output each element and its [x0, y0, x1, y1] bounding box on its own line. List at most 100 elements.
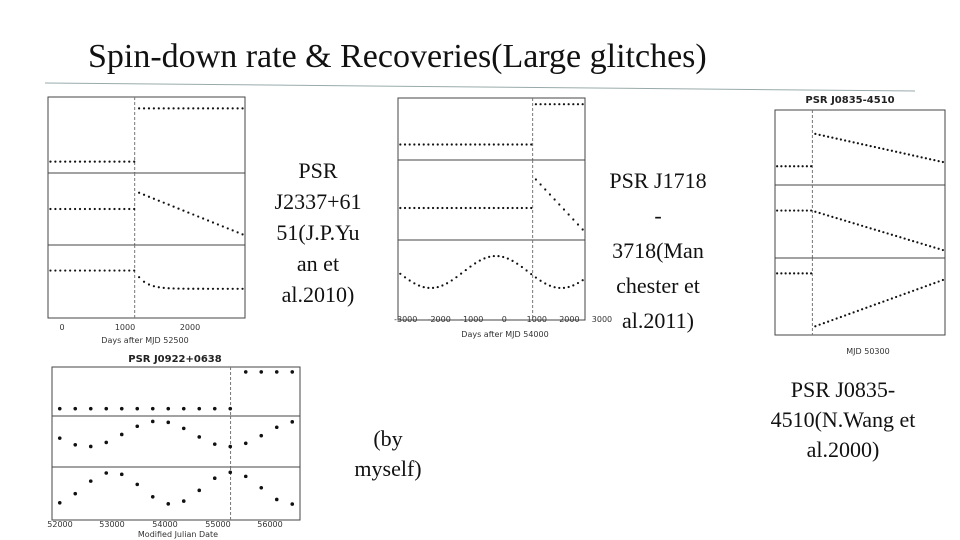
plot-dot	[167, 107, 170, 110]
plot-dot	[912, 154, 915, 157]
plot-dot	[108, 160, 111, 163]
plot-dot	[776, 272, 779, 275]
plot-dot	[103, 160, 106, 163]
x-axis-label: Days after MJD 52500	[101, 336, 188, 345]
plot-dot	[450, 279, 453, 282]
plot-panel	[774, 257, 946, 336]
plot-dot	[506, 257, 509, 260]
plot-dot	[581, 279, 584, 282]
plot-dot	[818, 211, 821, 215]
plot-dot	[831, 318, 834, 322]
plot-dot	[852, 222, 855, 225]
plot-dot	[445, 282, 449, 285]
plot-dot	[206, 107, 210, 110]
plot-dot	[236, 107, 239, 110]
x-tick-label: 2000	[180, 323, 200, 332]
plot-dot	[147, 195, 151, 198]
plot-dot	[784, 165, 787, 168]
plot-dot	[933, 159, 936, 162]
plot-dot	[581, 103, 584, 106]
plot-dot	[216, 107, 220, 110]
plot-dot	[417, 206, 421, 210]
plot-dot	[118, 269, 121, 272]
plot-dot	[497, 255, 500, 258]
plot-dot	[181, 499, 186, 503]
plot-dot	[413, 282, 416, 285]
plot-dot	[78, 269, 82, 272]
plot-dot	[274, 370, 279, 374]
plot-dot	[98, 207, 101, 211]
plot-dot	[197, 287, 200, 290]
plot-dot	[831, 215, 834, 218]
plot-dot	[73, 160, 77, 163]
plot-dot	[259, 370, 264, 374]
plot-dot	[427, 286, 430, 290]
caption-line: chester et	[616, 273, 700, 298]
plot-dot	[516, 206, 519, 210]
plot-dot	[567, 103, 570, 106]
plot-dot	[57, 501, 62, 505]
plot-dot	[937, 159, 940, 163]
plot-panel	[397, 97, 586, 161]
plot-dot	[539, 103, 542, 106]
plot-dot	[941, 248, 944, 252]
plot-dot	[873, 228, 876, 231]
plot-dot	[98, 269, 101, 272]
plot-dot	[83, 269, 87, 272]
plot-dot	[530, 143, 533, 146]
plot-dot	[478, 206, 481, 210]
plot-dot	[202, 287, 205, 290]
plot-dot	[441, 206, 444, 210]
plot-dot	[793, 272, 796, 275]
plot-dot	[64, 160, 67, 163]
plot-dot	[805, 165, 808, 168]
plot-dot	[810, 165, 813, 168]
plot-dot	[539, 279, 542, 282]
plot-dot	[797, 272, 800, 275]
caption-line: PSR J0835-	[791, 377, 896, 402]
plot-dot	[895, 150, 898, 153]
plot-dot	[882, 231, 885, 234]
plot-dot	[123, 160, 126, 163]
plot-dot	[138, 107, 141, 110]
plot-dot	[814, 210, 817, 213]
plot-dot	[553, 198, 556, 201]
plot-dot	[895, 295, 898, 299]
plot-dot	[924, 285, 927, 288]
plot-dot	[852, 311, 855, 314]
plot-dot	[558, 103, 561, 106]
plot-dot	[202, 217, 205, 220]
plot-dot	[445, 143, 449, 146]
plot-dot	[133, 269, 136, 272]
plot-dot	[243, 441, 248, 446]
plot-dot	[104, 406, 109, 411]
plot-dot	[83, 160, 87, 163]
plot-dot	[119, 406, 124, 411]
plot-dot	[805, 209, 808, 212]
plot-dot	[93, 207, 96, 211]
plot-dot	[290, 370, 295, 374]
caption-line: 4510(N.Wang et	[771, 407, 916, 432]
plot-dot	[548, 103, 552, 106]
caption-line: al.2011)	[622, 308, 694, 333]
plot-dot	[182, 287, 185, 290]
plot-dot	[187, 211, 190, 214]
x-tick-label: 1000	[115, 323, 135, 332]
x-tick-label: 53000	[99, 520, 124, 529]
plot-dot	[181, 426, 186, 431]
plot-dot	[78, 207, 82, 211]
plot-dot	[445, 206, 449, 210]
plot-dot	[236, 231, 239, 234]
plot-dot	[483, 143, 486, 146]
plot-dot	[212, 442, 217, 446]
plot-dot	[49, 269, 52, 272]
x-tick-label: 55000	[205, 520, 230, 529]
plot-dot	[408, 279, 411, 282]
plot-dot	[59, 207, 62, 211]
plot-dot	[135, 424, 140, 429]
plot-dot	[469, 206, 472, 210]
caption-line: al.2010)	[282, 282, 355, 307]
plot-dot	[776, 209, 779, 212]
x-axis-label: Days after MJD 54000	[461, 330, 548, 339]
plot-dot	[243, 370, 248, 374]
